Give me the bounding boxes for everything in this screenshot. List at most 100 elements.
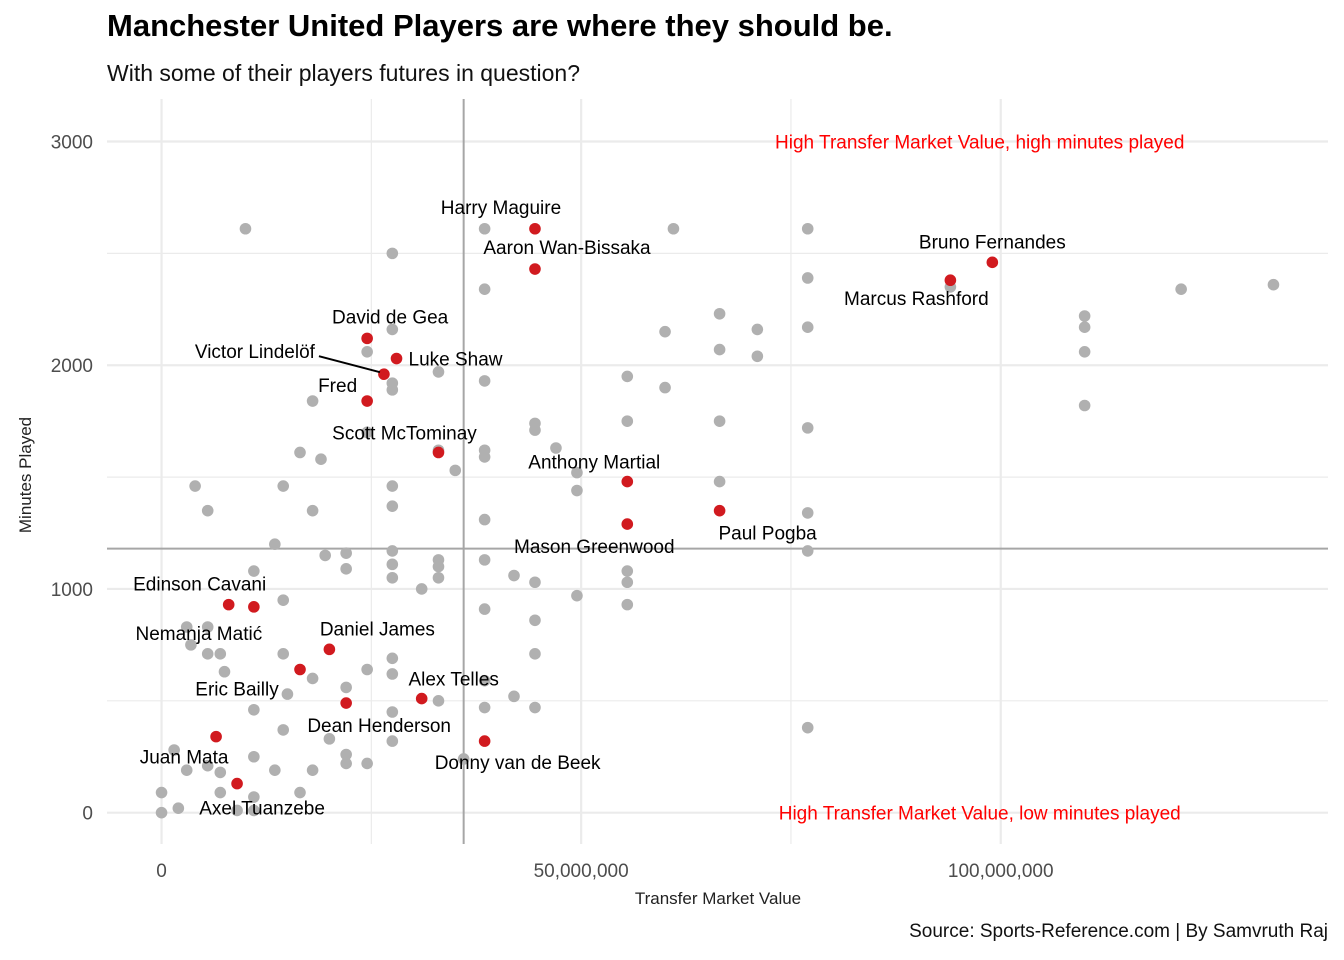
data-point <box>168 744 180 756</box>
player-label: Eric Bailly <box>195 679 279 700</box>
axis-ticks: 0 50,000,000 100,000,000 0 1000 2000 3000 <box>51 133 1054 882</box>
data-point <box>449 464 462 477</box>
data-point <box>277 594 290 606</box>
data-point <box>315 453 327 465</box>
highlighted-point <box>294 663 306 676</box>
data-point <box>801 321 814 333</box>
data-point <box>529 576 541 589</box>
data-point <box>529 648 541 660</box>
highlighted-point <box>529 222 541 235</box>
x-tick-label: 50,000,000 <box>534 861 629 882</box>
data-point <box>214 766 227 779</box>
data-point <box>323 733 336 745</box>
data-point <box>340 681 352 694</box>
data-point <box>508 690 520 703</box>
data-point <box>269 764 281 776</box>
data-point <box>248 703 260 716</box>
player-label: Harry Maguire <box>441 198 561 219</box>
y-tick-label: 1000 <box>51 580 93 601</box>
data-point <box>386 545 399 557</box>
highlighted-point <box>222 598 235 611</box>
data-point <box>478 513 491 526</box>
data-point <box>478 283 491 295</box>
data-point <box>713 415 726 427</box>
data-point <box>478 375 491 387</box>
data-point <box>801 272 814 284</box>
player-label: David de Gea <box>332 307 449 328</box>
data-point <box>415 583 428 595</box>
data-point <box>621 415 634 427</box>
y-tick-label: 3000 <box>51 133 93 154</box>
player-label: Anthony Martial <box>528 453 660 474</box>
data-point <box>306 764 319 776</box>
data-point <box>361 426 373 439</box>
data-point <box>432 571 445 584</box>
player-labels: Harry Maguire Aaron Wan-Bissaka Bruno Fern… <box>133 198 1066 820</box>
data-point <box>457 753 470 765</box>
data-point <box>621 576 634 589</box>
data-point <box>319 549 331 562</box>
highlighted-point <box>621 518 634 530</box>
data-point <box>386 652 399 665</box>
data-point <box>277 648 290 660</box>
player-label: Bruno Fernandes <box>919 232 1066 253</box>
chart-caption: Source: Sports-Reference.com | By Samvru… <box>909 921 1328 942</box>
data-point <box>231 804 243 817</box>
data-point <box>172 802 185 815</box>
player-label: Marcus Rashford <box>844 289 989 310</box>
highlighted-point <box>529 263 541 275</box>
data-point <box>529 614 541 627</box>
x-axis-title: Transfer Market Value <box>635 889 801 908</box>
data-point <box>361 757 373 770</box>
other-points <box>155 222 1280 819</box>
data-point <box>478 701 491 714</box>
data-point <box>201 759 214 772</box>
data-point <box>713 343 726 356</box>
data-point <box>277 480 290 492</box>
data-point <box>201 648 214 660</box>
data-point <box>386 558 399 571</box>
data-point <box>361 663 373 676</box>
data-point <box>432 695 445 707</box>
data-point <box>801 422 814 434</box>
data-point <box>248 565 260 577</box>
data-point <box>386 571 399 584</box>
highlighted-point <box>478 735 491 747</box>
data-point <box>386 735 399 747</box>
data-point <box>239 222 252 235</box>
data-point <box>659 325 671 338</box>
data-point <box>294 786 306 799</box>
data-point <box>306 504 319 517</box>
highlighted-point <box>390 352 403 365</box>
data-point <box>340 757 352 770</box>
y-tick-label: 2000 <box>51 356 93 377</box>
data-point <box>751 323 764 336</box>
player-label: Aaron Wan-Bissaka <box>483 238 651 259</box>
player-label: Dean Henderson <box>307 716 451 737</box>
player-label: Fred <box>318 376 357 397</box>
data-point <box>155 806 168 819</box>
data-point <box>340 748 352 761</box>
highlighted-point <box>361 395 373 407</box>
chart-subtitle: With some of their players futures in qu… <box>107 60 581 86</box>
data-point <box>478 674 491 687</box>
highlighted-point <box>248 601 260 613</box>
player-label: Donny van de Beek <box>435 753 601 774</box>
chart-title: Manchester United Players are where they… <box>107 8 893 43</box>
data-point <box>801 545 814 557</box>
data-point <box>180 764 193 776</box>
data-point <box>201 621 214 633</box>
data-point <box>386 706 399 718</box>
data-point <box>155 786 168 799</box>
data-point <box>659 381 671 394</box>
data-point <box>248 750 260 763</box>
data-point <box>1078 310 1091 322</box>
data-point <box>386 668 399 680</box>
data-point <box>550 442 562 454</box>
player-label: Nemanja Matić <box>135 624 262 645</box>
player-label: Alex Telles <box>408 670 498 691</box>
y-axis-title: Minutes Played <box>16 417 35 533</box>
data-point <box>571 589 583 602</box>
highlighted-point <box>378 368 390 380</box>
